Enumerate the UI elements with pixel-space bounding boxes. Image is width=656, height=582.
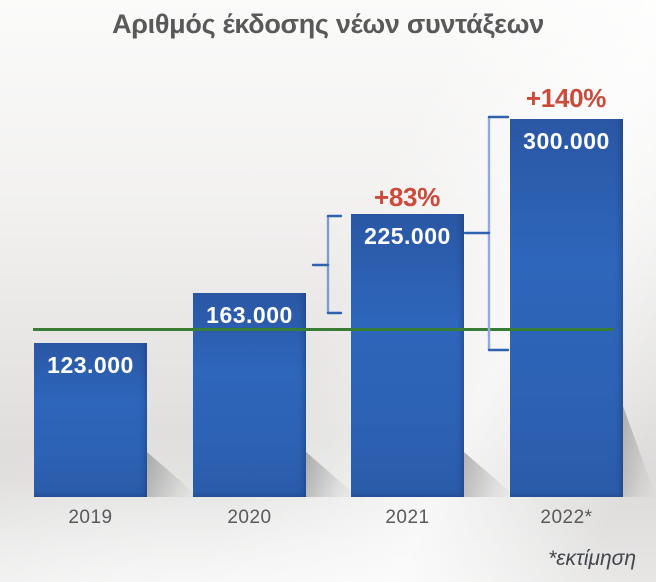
brace-2021-ticks-icon [311, 214, 343, 315]
bar-shadow-2019 [147, 452, 199, 497]
reference-line [33, 328, 613, 331]
chart-title: Αριθμός έκδοσης νέων συντάξεων [112, 9, 544, 39]
annotation-pct-2022: +140% [525, 83, 607, 113]
bar-2022: 300.000 [510, 119, 623, 497]
bar-2020: 163.000 [193, 293, 306, 497]
bar-2021: 225.000 [351, 214, 464, 497]
bar-value-label-2021: 225.000 [364, 223, 451, 249]
bar-shadow-2021 [464, 452, 516, 497]
bar-shadow-2022 [623, 406, 656, 497]
bar-2019: 123.000 [34, 343, 147, 497]
bar-value-label-2022: 300.000 [523, 128, 610, 154]
bracket-2022-ticks-icon [463, 115, 510, 352]
annotation-pct-2021: +83% [373, 182, 441, 212]
axis-label-2019: 2019 [68, 507, 113, 528]
axis-label-2021: 2021 [385, 507, 430, 528]
axis-label-2022: 2022* [540, 507, 593, 528]
axis-label-2020: 2020 [227, 507, 272, 528]
bar-value-label-2019: 123.000 [47, 352, 134, 378]
bar-value-label-2020: 163.000 [206, 302, 293, 328]
footnote-estimate: *εκτίμηση [548, 547, 636, 570]
